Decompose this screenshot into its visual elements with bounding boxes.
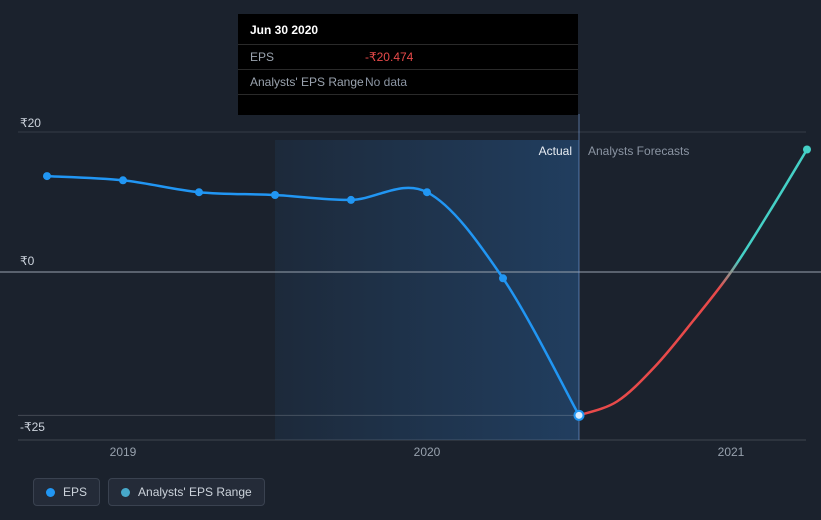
actual-zone-label: Actual [538, 144, 572, 158]
x-axis-label-2019: 2019 [109, 445, 137, 459]
eps-range-series-dot [121, 487, 131, 497]
x-axis-label-2021: 2021 [717, 445, 745, 459]
legend-eps-range-button[interactable]: Analysts' EPS Range [108, 478, 265, 506]
eps-data-point[interactable] [195, 188, 203, 197]
tooltip-date: Jun 30 2020 [238, 14, 578, 45]
y-axis-label-20: ₹20 [20, 116, 41, 130]
tooltip-range-value: No data [365, 75, 408, 89]
tooltip-range-label: Analysts' EPS Range [250, 75, 364, 89]
shaded-region [275, 140, 579, 440]
highlighted-data-point[interactable] [573, 409, 585, 421]
eps-forecast-line [577, 148, 809, 417]
tooltip-eps-label: EPS [250, 50, 275, 64]
y-axis-label-0: ₹0 [20, 254, 35, 268]
eps-data-point[interactable] [119, 176, 127, 185]
x-axis-label-2020: 2020 [413, 445, 441, 459]
legend-eps-button[interactable]: EPS [33, 478, 101, 506]
eps-data-point[interactable] [347, 195, 355, 204]
eps-data-point[interactable] [499, 274, 507, 283]
eps-data-point[interactable] [43, 172, 51, 181]
tooltip-row-range: Analysts' EPS Range No data [238, 70, 578, 95]
legend-eps-label: EPS [63, 485, 88, 499]
tooltip-eps-value: -₹20.474 [365, 50, 414, 64]
forecast-end-point[interactable] [803, 145, 811, 154]
y-axis-label-neg25: -₹25 [20, 420, 45, 434]
tooltip-row-eps: EPS -₹20.474 [238, 45, 578, 70]
eps-data-point[interactable] [271, 191, 279, 199]
legend-eps-range-label: Analysts' EPS Range [138, 485, 252, 499]
legend: EPS Analysts' EPS Range [33, 478, 265, 506]
eps-data-point[interactable] [423, 188, 431, 197]
eps-series-dot [46, 487, 55, 497]
tooltip: Jun 30 2020 EPS -₹20.474 Analysts' EPS R… [238, 14, 578, 115]
forecast-zone-label: Analysts Forecasts [588, 144, 690, 158]
